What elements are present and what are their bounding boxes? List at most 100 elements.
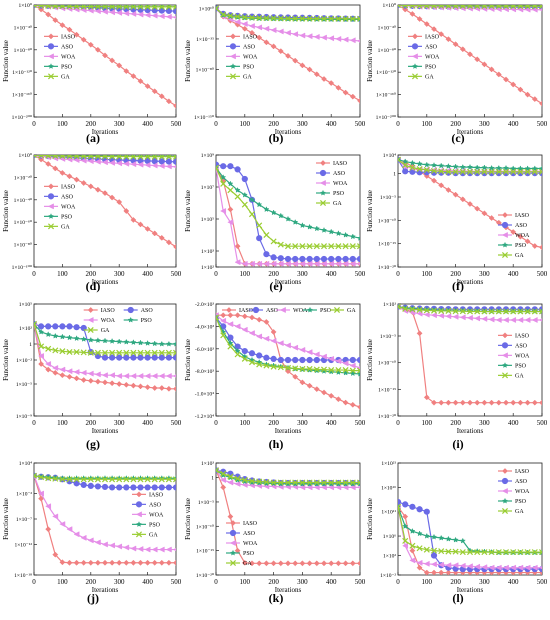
data-point-pso — [45, 331, 52, 338]
data-point-pso — [234, 186, 241, 193]
legend-marker-pso — [127, 316, 134, 323]
data-point-woa — [116, 372, 123, 380]
data-point-iaso — [423, 21, 430, 27]
data-point-aso — [402, 168, 409, 175]
data-point-ga — [495, 5, 502, 10]
data-point-ga — [73, 476, 80, 483]
chart-panel: 0 100 200 300 400 500 Iterations 1×10¹ 1×10⁻⁵ 1×1… — [366, 302, 548, 451]
data-point-ga — [227, 473, 234, 480]
data-point-woa — [430, 561, 437, 568]
plot-frame — [215, 154, 361, 268]
x-tick-label: 300 — [114, 419, 125, 427]
data-point-iaso — [256, 34, 263, 41]
data-point-ga — [409, 164, 416, 171]
data-point-ga — [165, 5, 172, 10]
data-point-ga — [459, 308, 466, 315]
data-point-ga — [416, 5, 423, 9]
plot-frame — [215, 4, 361, 118]
data-point-ga — [349, 479, 356, 486]
legend-label-aso: ASO — [149, 503, 162, 509]
data-point-aso — [158, 158, 165, 165]
series-line-woa — [398, 506, 542, 569]
data-point-iaso — [402, 513, 409, 520]
data-point-ga — [158, 155, 165, 160]
data-point-woa — [130, 10, 137, 17]
data-point-woa — [531, 564, 538, 571]
data-point-pso — [409, 159, 416, 166]
data-point-pso — [531, 165, 538, 172]
y-tick-label: 1×10⁴ — [383, 153, 396, 159]
x-axis-label: Iterations — [275, 427, 302, 435]
data-point-woa — [538, 8, 542, 12]
y-tick-label: 1×10⁰ — [18, 2, 32, 9]
data-point-woa — [234, 323, 241, 330]
legend-label-iaso: IASO — [515, 334, 530, 340]
data-point-aso — [172, 354, 176, 361]
data-point-iaso — [227, 513, 234, 520]
legend-marker-pso — [501, 497, 509, 504]
data-point-iaso — [123, 68, 130, 75]
data-point-ga — [38, 343, 45, 350]
legend-marker-iaso — [230, 33, 236, 40]
data-point-woa — [306, 260, 313, 267]
data-point-ga — [144, 155, 151, 160]
legend-marker-woa — [279, 306, 286, 314]
data-point-woa — [101, 372, 108, 379]
data-point-woa — [165, 372, 172, 380]
legend-label-iaso: IASO — [243, 35, 258, 41]
legend-label-iaso: IASO — [243, 521, 258, 527]
legend-label-ga: GA — [149, 533, 158, 539]
y-tick-label: 1×10⁻⁴⁰ — [14, 24, 33, 31]
data-point-iaso — [517, 233, 524, 240]
data-point-iaso — [459, 196, 466, 203]
data-point-ga — [241, 14, 248, 21]
data-point-woa — [277, 28, 284, 35]
data-point-ga — [216, 467, 220, 474]
data-point-woa — [328, 260, 335, 267]
data-point-woa — [445, 562, 452, 569]
data-point-iaso — [94, 378, 101, 385]
x-tick-label: 300 — [297, 578, 308, 586]
data-point-iaso — [510, 81, 517, 88]
x-tick-label: 400 — [508, 120, 519, 128]
data-point-ga — [306, 479, 313, 486]
data-point-ga — [320, 15, 328, 22]
legend-marker-woa — [229, 53, 236, 60]
y-tick-label: 1×10⁻¹²⁰ — [376, 69, 397, 76]
data-point-ga — [216, 5, 220, 12]
data-point-ga — [45, 345, 52, 352]
data-point-ga — [248, 477, 256, 485]
legend-label-woa: WOA — [333, 181, 348, 187]
data-point-iaso — [285, 560, 291, 567]
y-tick-label: 1×10⁻²⁰ — [14, 174, 33, 181]
data-point-ga — [402, 162, 409, 169]
data-point-ga — [248, 211, 256, 218]
data-point-ga — [263, 362, 270, 369]
x-tick-label: 400 — [508, 578, 519, 586]
legend-label-aso: ASO — [243, 45, 256, 51]
data-point-ga — [502, 549, 510, 556]
data-point-iaso — [431, 569, 437, 575]
data-point-woa — [335, 35, 342, 42]
data-point-ga — [488, 549, 495, 556]
data-point-iaso — [59, 372, 66, 379]
plot-frame — [397, 154, 543, 268]
data-point-ga — [502, 5, 510, 10]
data-point-woa — [66, 526, 73, 533]
legend-marker-woa — [501, 231, 508, 239]
data-point-aso — [109, 354, 116, 361]
data-point-woa — [73, 368, 80, 376]
data-point-ga — [438, 5, 445, 9]
data-point-woa — [466, 563, 473, 570]
legend-marker-iaso — [502, 212, 508, 218]
y-tick-label: 1×10⁶ — [383, 534, 396, 540]
data-point-woa — [151, 546, 158, 553]
x-tick-label: 300 — [297, 419, 308, 427]
data-point-aso — [101, 354, 109, 361]
data-point-pso — [342, 480, 349, 487]
data-point-ga — [80, 349, 87, 356]
data-point-ga — [349, 243, 356, 250]
legend-label-woa: WOA — [243, 55, 258, 61]
legend-marker-aso — [47, 193, 55, 200]
